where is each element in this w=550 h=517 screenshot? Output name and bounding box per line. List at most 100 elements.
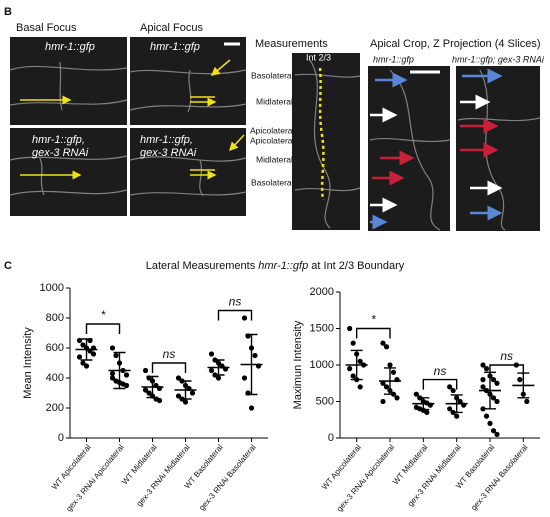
data-point xyxy=(189,390,196,396)
error-bar xyxy=(80,338,93,361)
data-point xyxy=(146,390,152,396)
image-label: hmr-1::gfp, xyxy=(140,134,193,146)
data-point xyxy=(480,406,486,412)
data-point xyxy=(109,345,116,351)
significance-label: ns xyxy=(163,347,176,361)
data-point xyxy=(215,375,222,381)
crop-images xyxy=(368,66,541,231)
panel-label: C xyxy=(4,260,12,272)
data-point xyxy=(109,370,116,377)
image-label: gex-3 RNAi xyxy=(140,147,197,159)
image-label: hmr-1::gfp, xyxy=(32,134,85,146)
micrographs: hmr-1::gfp hmr-1::gfp hmr-1::gfp, gex-3 … xyxy=(9,37,247,216)
data-point xyxy=(447,384,453,390)
data-point xyxy=(357,384,363,390)
image-label: gex-3 RNAi xyxy=(32,147,89,159)
data-point xyxy=(490,377,497,383)
data-point xyxy=(413,391,419,397)
side-label: Apicolateral xyxy=(250,135,295,145)
data-point xyxy=(494,398,500,405)
data-point xyxy=(357,358,363,364)
title-part: at Int 2/3 Boundary xyxy=(311,260,404,272)
x-tick-label: gex-3 RNAi Basolateral xyxy=(197,443,257,512)
data-point xyxy=(387,362,393,368)
data-point xyxy=(390,369,397,375)
significance-bracket xyxy=(355,327,391,339)
x-tick-label: gex-3 RNAi Apicolateral xyxy=(64,443,125,512)
data-point xyxy=(383,344,390,350)
x-tick-label: gex-3 RNAi Basolateral xyxy=(469,443,529,512)
significance-bracket xyxy=(85,323,121,334)
panel-label: B xyxy=(4,6,12,18)
data-point xyxy=(90,351,97,357)
data-point xyxy=(175,393,182,399)
side-label: Basolateral xyxy=(251,70,294,80)
data-point xyxy=(380,398,386,405)
image-label: hmr-1::gfp xyxy=(45,41,95,53)
significance-bracket xyxy=(151,362,187,373)
title-part: Lateral Measurements xyxy=(146,260,256,272)
significance-label: ns xyxy=(229,295,242,309)
error-bar xyxy=(245,333,258,396)
error-bar xyxy=(113,351,126,390)
title-part: hmr-1::gfp xyxy=(258,260,308,272)
data-point xyxy=(347,366,353,372)
data-point xyxy=(483,366,490,372)
data-point xyxy=(383,384,390,390)
significance-label: * xyxy=(371,313,376,327)
y-tick-label: 0 xyxy=(328,432,334,444)
data-point xyxy=(248,405,255,411)
y-tick-label: 0 xyxy=(58,432,64,444)
data-point xyxy=(380,340,386,346)
significance-label: * xyxy=(101,308,106,322)
data-point xyxy=(83,363,90,369)
y-tick-label: 1500 xyxy=(310,322,334,334)
error-bar xyxy=(212,359,225,376)
data-point xyxy=(208,367,215,374)
data-point xyxy=(347,325,353,332)
data-point xyxy=(182,399,189,405)
error-bar xyxy=(384,367,396,395)
data-point xyxy=(494,380,500,386)
error-bar xyxy=(179,380,192,400)
data-point xyxy=(113,352,119,359)
y-axis-label: Mean Intensity xyxy=(22,327,34,399)
section-title: Apical Crop, Z Projection (4 Slices) xyxy=(370,38,541,50)
data-point xyxy=(80,342,86,348)
significance-bracket xyxy=(217,309,253,321)
side-label: Midlateral xyxy=(256,96,293,106)
data-point xyxy=(480,384,486,390)
significance-label: ns xyxy=(500,349,513,363)
side-labels: Basolateral Midlateral Apicolateral Apic… xyxy=(250,70,295,187)
y-tick-label: 800 xyxy=(46,312,64,324)
data-point xyxy=(123,372,130,378)
data-point xyxy=(490,428,497,434)
data-point xyxy=(454,413,460,419)
data-point xyxy=(487,420,493,426)
image-label: hmr-1::gfp xyxy=(373,54,414,64)
side-label: Apicolateral xyxy=(250,125,295,135)
data-point xyxy=(517,377,523,383)
y-tick-label: 2000 xyxy=(310,286,334,298)
data-point xyxy=(156,397,163,404)
image-label: hmr-1::gfp xyxy=(150,41,200,53)
y-tick-label: 1000 xyxy=(310,359,334,371)
image-label: Int 2/3 xyxy=(306,52,331,62)
error-bar xyxy=(417,397,430,411)
measurement-image: Int 2/3 xyxy=(292,52,361,230)
data-point xyxy=(241,375,248,381)
chart-title: Lateral Measurements hmr-1::gfp at Int 2… xyxy=(146,260,405,272)
column-header: Basal Focus xyxy=(16,22,77,34)
y-tick-label: 500 xyxy=(316,395,334,407)
data-point xyxy=(380,380,386,386)
image-label: hmr-1::gfp; gex-3 RNAi xyxy=(452,54,545,64)
error-bar xyxy=(450,394,463,414)
data-point xyxy=(490,395,497,401)
data-point xyxy=(450,387,456,394)
significance-bracket xyxy=(422,378,458,390)
data-point xyxy=(457,398,463,405)
data-point xyxy=(76,354,83,360)
column-header: Apical Focus xyxy=(140,22,203,34)
data-point xyxy=(480,377,486,383)
data-point xyxy=(394,395,400,401)
